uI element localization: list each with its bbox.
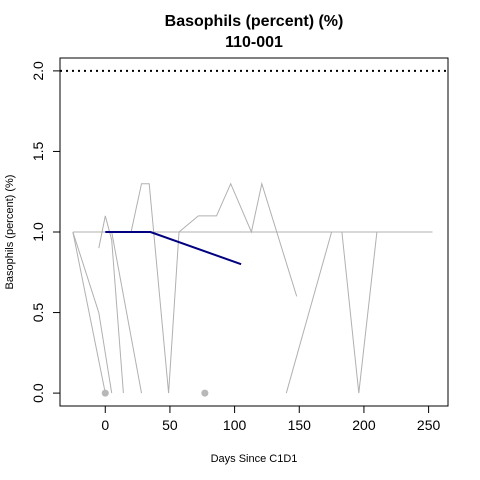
x-tick-label: 50 — [162, 417, 178, 433]
chart-title: Basophils (percent) (%) — [165, 13, 344, 30]
x-axis-label: Days Since C1D1 — [211, 453, 298, 465]
highlight-series-line — [105, 231, 242, 266]
background-series-line-1 — [72, 231, 106, 394]
y-axis: 0.0 0.5 1.0 1.5 2.0 — [30, 61, 61, 403]
x-tick-label: 0 — [101, 417, 109, 433]
x-tick-label: 150 — [288, 417, 312, 433]
y-tick-label: 1.0 — [30, 222, 46, 242]
zero-marker-1 — [101, 389, 109, 397]
zero-marker-2 — [201, 389, 209, 397]
x-tick-label: 250 — [417, 417, 441, 433]
y-tick-label: 1.5 — [30, 142, 46, 162]
plot-layer — [60, 69, 448, 397]
background-series-line-8 — [341, 231, 378, 394]
x-axis: 0 50 100 150 200 250 — [101, 405, 441, 433]
y-tick-label: 2.0 — [30, 61, 46, 81]
y-tick-label: 0.0 — [30, 383, 46, 403]
y-axis-label: Basophils (percent) (%) — [4, 175, 16, 290]
chart-subtitle: 110-001 — [225, 34, 283, 51]
background-series-line-2 — [72, 231, 113, 394]
background-series-line-7 — [285, 231, 333, 394]
background-series-line-4 — [111, 231, 142, 394]
x-tick-label: 200 — [352, 417, 376, 433]
background-series-line-5 — [130, 181, 298, 394]
y-tick-label: 0.5 — [30, 303, 46, 323]
x-tick-label: 100 — [223, 417, 247, 433]
